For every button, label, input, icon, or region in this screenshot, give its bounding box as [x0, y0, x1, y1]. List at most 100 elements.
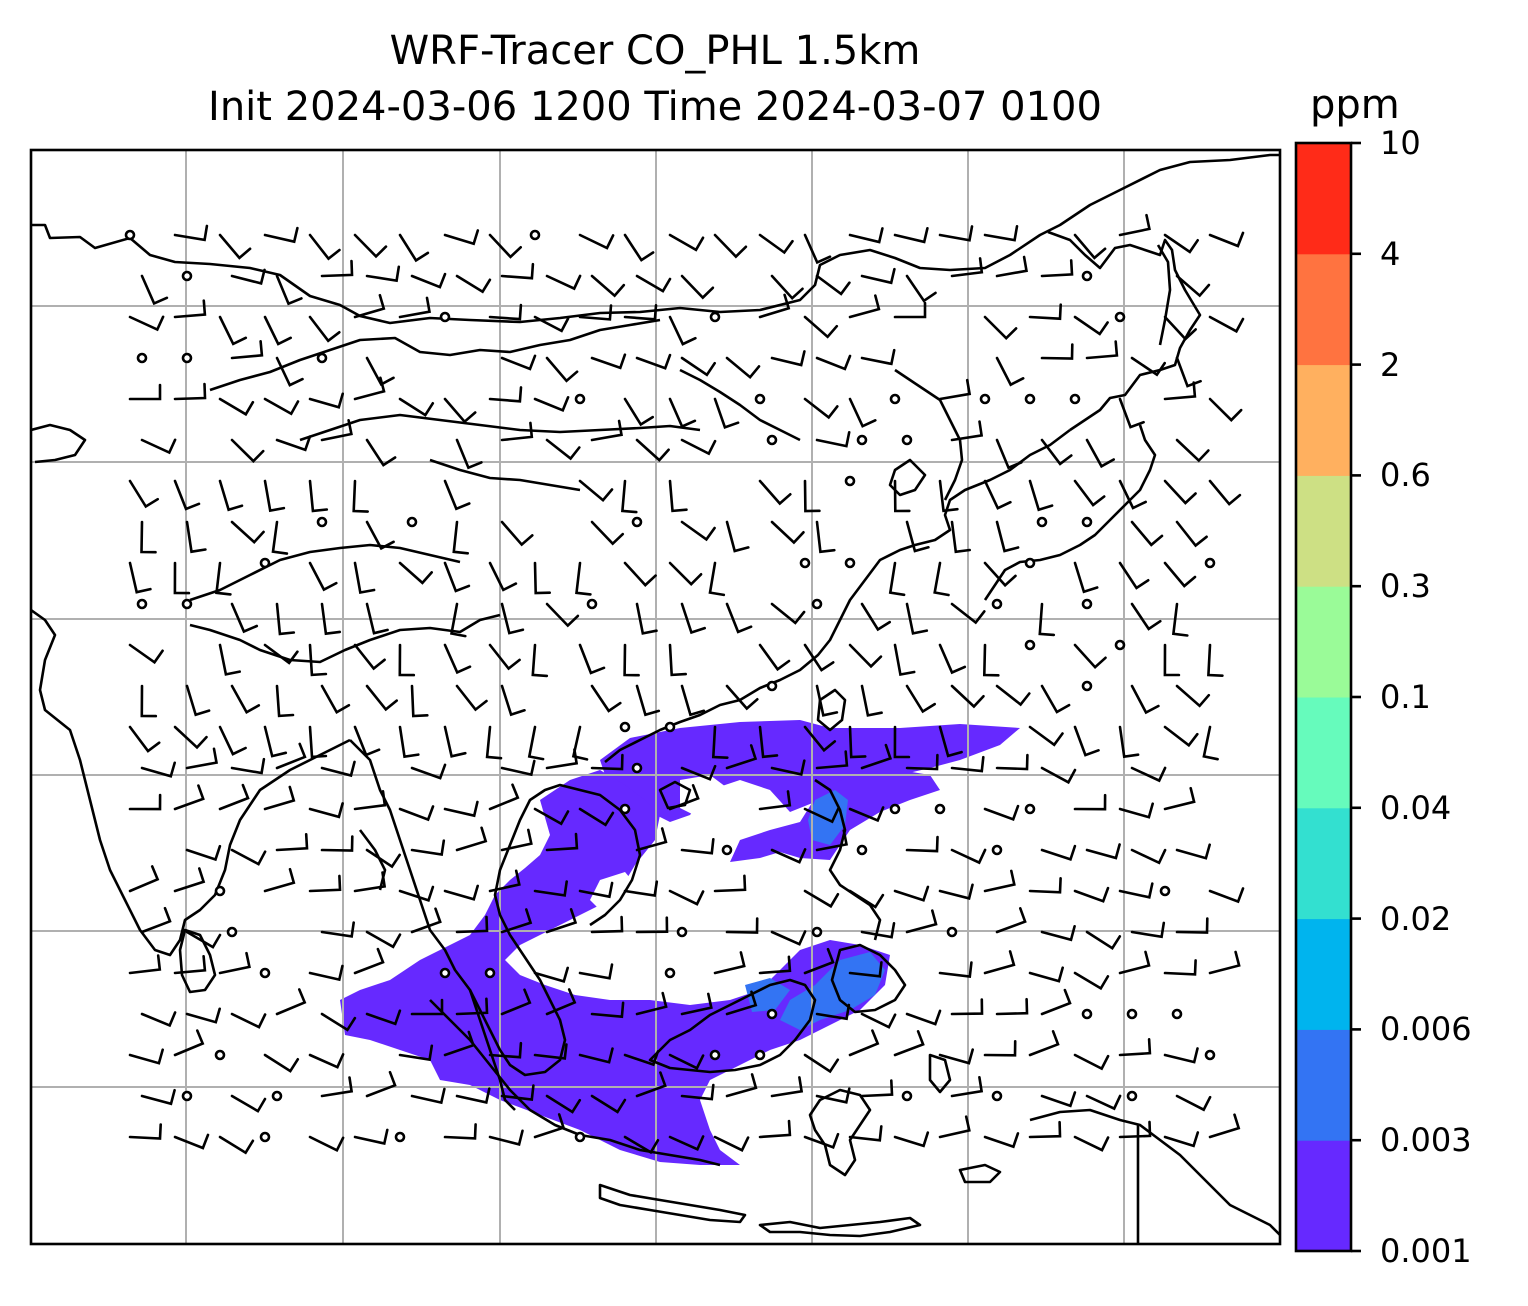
wind-barb: [140, 684, 158, 718]
wind-barb: [263, 479, 286, 513]
wind-barb: [950, 1076, 984, 1098]
wind-barb: [128, 954, 162, 975]
wind-barb: [230, 684, 261, 714]
wind-barb: [893, 1131, 930, 1148]
wind-barb: [488, 783, 520, 811]
wind-barb: [815, 1087, 851, 1104]
calm-wind-circle: [721, 844, 733, 856]
wind-barb: [893, 725, 911, 759]
wind-barb: [230, 520, 265, 545]
wind-barb: [533, 396, 570, 412]
wind-barb: [218, 315, 248, 346]
wind-barb: [275, 274, 303, 306]
wind-barb: [353, 233, 388, 259]
wind-barb: [545, 988, 577, 1016]
wind-barb: [173, 479, 201, 511]
calm-wind-circle: [181, 1090, 193, 1102]
wind-barb: [680, 602, 706, 635]
wind-barb: [230, 1094, 267, 1113]
wind-barb: [1175, 520, 1208, 548]
wind-barb: [1085, 1094, 1122, 1111]
wind-barb: [950, 420, 984, 442]
wind-barb: [950, 257, 984, 278]
wind-barb: [308, 1135, 345, 1153]
wind-barb: [668, 561, 703, 587]
wind-barb: [893, 643, 916, 677]
map-title-line2: Init 2024-03-06 1200 Time 2024-03-07 010…: [208, 84, 1102, 130]
wind-barb: [1028, 1030, 1060, 1057]
wind-barb: [888, 561, 906, 597]
wind-barb: [320, 602, 342, 636]
wind-barb: [938, 725, 963, 758]
calm-wind-circle: [754, 1049, 766, 1061]
calm-wind-circle: [259, 1131, 271, 1143]
wind-barb: [185, 520, 207, 554]
wind-barb: [218, 783, 250, 811]
wind-barb: [488, 233, 522, 259]
wind-barb: [443, 479, 471, 511]
wind-barb: [803, 315, 839, 339]
wind-barb: [938, 883, 974, 900]
wind-barb: [590, 274, 626, 298]
colorbar-segment: [1296, 143, 1351, 255]
wind-barb: [590, 684, 622, 713]
wind-barb: [140, 1011, 177, 1028]
wind-barb: [1073, 793, 1107, 811]
wind-barb: [1118, 802, 1154, 819]
wind-barb: [623, 561, 657, 587]
wind-barb: [1130, 766, 1167, 783]
wind-barb: [173, 867, 206, 893]
wind-barb: [545, 832, 579, 852]
calm-wind-circle: [709, 311, 721, 323]
wind-barb: [173, 1133, 210, 1150]
wind-barb: [1163, 561, 1197, 588]
wind-barb: [1085, 843, 1121, 860]
wind-barb: [500, 908, 533, 934]
coastlines: [31, 153, 1280, 1244]
calm-wind-circle: [181, 352, 193, 364]
wind-barb: [711, 725, 729, 759]
calm-wind-circle: [124, 229, 136, 241]
wind-barb: [320, 1076, 354, 1098]
wind-barb: [680, 838, 715, 855]
calm-wind-circle: [1114, 311, 1126, 323]
wind-barb: [1208, 950, 1241, 975]
wind-barb: [488, 1129, 524, 1146]
wind-barb: [635, 684, 661, 717]
calm-wind-circle: [214, 885, 226, 897]
calm-wind-circle: [1024, 557, 1036, 569]
coastline-sea-of-okhotsk: [1047, 230, 1202, 432]
calm-wind-circle: [1024, 393, 1036, 405]
wind-barb: [410, 839, 446, 856]
colorbar-tick-label: 0.001: [1380, 1232, 1472, 1270]
wind-barb: [803, 479, 821, 513]
wind-barb: [173, 725, 208, 750]
wind-barb: [1118, 1038, 1152, 1057]
colorbar-segment: [1296, 586, 1351, 698]
coastline-himalaya-border: [189, 613, 501, 664]
wind-barb: [938, 1048, 974, 1065]
calm-wind-circle: [484, 967, 496, 979]
colorbar-segment: [1296, 1029, 1351, 1141]
wind-barb: [848, 1029, 880, 1057]
calm-wind-circle: [631, 516, 643, 528]
calm-wind-circle: [844, 475, 856, 487]
wind-barb: [443, 229, 480, 246]
wind-barb: [353, 947, 385, 975]
wind-barbs: [128, 213, 1245, 1155]
wind-barb: [860, 348, 896, 366]
wind-barb: [455, 915, 489, 934]
wind-barb: [905, 520, 930, 553]
wind-barb: [275, 988, 307, 1016]
wind-barb: [308, 725, 328, 759]
wind-barb: [128, 383, 162, 401]
wind-barb: [263, 867, 296, 893]
wind-barb: [365, 1009, 402, 1026]
coastline-new-guinea: [1029, 1108, 1280, 1236]
calm-wind-circle: [406, 516, 418, 528]
wind-barb: [263, 643, 299, 665]
wind-barb: [449, 602, 467, 638]
wind-barb: [623, 1135, 660, 1155]
colorbar-tick-label: 0.006: [1380, 1010, 1472, 1049]
wind-barb: [668, 315, 697, 346]
